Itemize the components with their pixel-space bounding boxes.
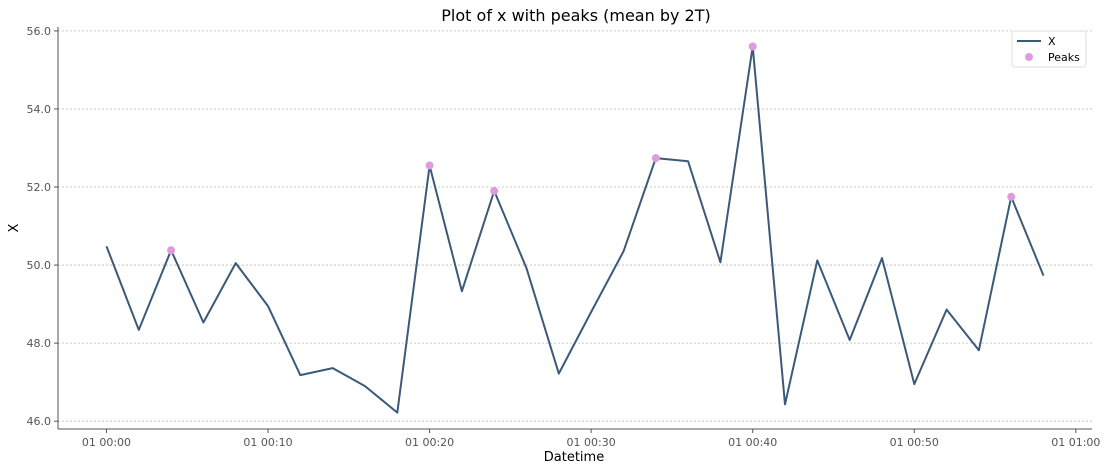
peak-point bbox=[748, 42, 757, 51]
y-tick-label: 56.0 bbox=[27, 25, 52, 38]
y-tick-label: 54.0 bbox=[27, 103, 52, 116]
y-tick-label: 48.0 bbox=[27, 337, 52, 350]
legend-label-peaks: Peaks bbox=[1048, 51, 1080, 64]
peak-point bbox=[425, 161, 434, 170]
y-tick-label: 52.0 bbox=[27, 181, 52, 194]
x-tick-label: 01 00:30 bbox=[567, 436, 616, 449]
x-tick-label: 01 00:20 bbox=[405, 436, 454, 449]
legend-marker-swatch bbox=[1025, 53, 1033, 61]
x-tick-label: 01 01:00 bbox=[1051, 436, 1100, 449]
series-layer bbox=[105, 42, 1045, 414]
peak-point bbox=[1007, 192, 1016, 201]
peak-point bbox=[167, 246, 176, 255]
legend: X Peaks bbox=[1011, 30, 1087, 68]
grid-lines bbox=[58, 30, 1092, 422]
x-tick-label: 01 00:50 bbox=[890, 436, 939, 449]
y-tick-label: 46.0 bbox=[27, 415, 52, 428]
y-tick-label: 50.0 bbox=[27, 259, 52, 272]
ticks: 46.0 48.0 50.0 52.0 54.0 56.0 01 00:00 01 00:10… bbox=[27, 25, 1101, 449]
series-line-x bbox=[105, 45, 1045, 414]
legend-label-x: X bbox=[1048, 35, 1056, 48]
chart-title: Plot of x with peaks (mean by 2T) bbox=[441, 6, 710, 25]
axes bbox=[57, 27, 1092, 430]
x-tick-label: 01 00:40 bbox=[728, 436, 777, 449]
y-axis-label: X bbox=[7, 223, 22, 232]
x-tick-label: 01 00:00 bbox=[82, 436, 131, 449]
x-tick-label: 01 00:10 bbox=[243, 436, 292, 449]
peak-point bbox=[490, 186, 499, 195]
x-axis-label: Datetime bbox=[544, 450, 604, 465]
peak-point bbox=[651, 154, 660, 163]
